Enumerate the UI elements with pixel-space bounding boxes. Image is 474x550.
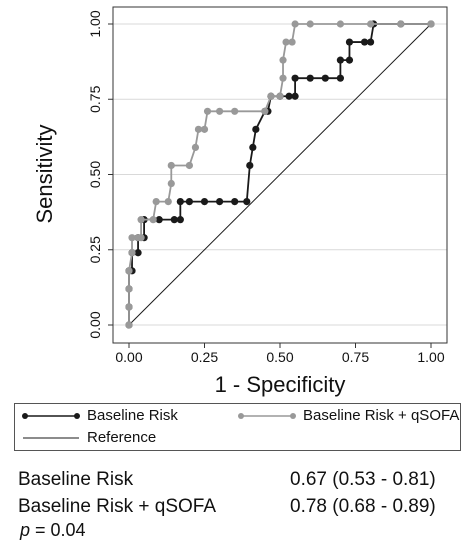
data-point bbox=[360, 38, 369, 46]
data-point bbox=[216, 107, 224, 115]
legend-label-baseline: Baseline Risk bbox=[87, 407, 178, 424]
y-tick-label: 0.25 bbox=[87, 236, 103, 263]
data-point bbox=[185, 161, 193, 170]
data-point bbox=[149, 216, 157, 224]
stat-row-baseline: Baseline Risk 0.67 (0.53 - 0.81) bbox=[18, 466, 458, 493]
data-point bbox=[306, 20, 314, 28]
data-point bbox=[249, 143, 257, 152]
data-point bbox=[279, 56, 287, 64]
data-point bbox=[285, 92, 293, 100]
x-axis-label: 1 - Specificity bbox=[215, 372, 346, 397]
data-point bbox=[231, 197, 239, 206]
data-point bbox=[267, 92, 275, 100]
legend-item-baseline: Baseline Risk bbox=[21, 407, 178, 424]
data-point bbox=[291, 20, 299, 28]
legend-label-qsofa: Baseline Risk + qSOFA bbox=[303, 407, 460, 424]
data-point bbox=[345, 56, 354, 64]
data-point bbox=[246, 161, 254, 170]
data-point bbox=[306, 74, 314, 82]
y-axis-label: Sensitivity bbox=[32, 124, 57, 223]
auc-stats: Baseline Risk 0.67 (0.53 - 0.81) Baselin… bbox=[18, 466, 458, 520]
data-point bbox=[200, 197, 209, 206]
legend-item-reference: Reference bbox=[21, 429, 156, 446]
data-point bbox=[231, 107, 239, 115]
data-point bbox=[291, 74, 299, 82]
data-point bbox=[291, 92, 299, 100]
x-tick-label: 0.00 bbox=[115, 349, 142, 365]
data-point bbox=[137, 216, 145, 224]
data-point bbox=[345, 38, 354, 46]
data-point bbox=[397, 20, 405, 28]
legend-item-qsofa: Baseline Risk + qSOFA bbox=[237, 407, 459, 424]
x-tick-label: 0.50 bbox=[266, 349, 293, 365]
series-line-0 bbox=[128, 23, 431, 325]
p-value-text: = 0.04 bbox=[30, 520, 86, 540]
data-point bbox=[243, 197, 251, 206]
data-point bbox=[167, 161, 175, 170]
y-tick-label: 0.00 bbox=[87, 311, 103, 338]
stat-value: 0.67 (0.53 - 0.81) bbox=[290, 469, 436, 490]
data-point bbox=[203, 107, 212, 115]
data-point bbox=[164, 197, 172, 206]
roc-chart: 0.00 0.25 0.50 0.75 1.00 0.00 0.25 0.50 0.75 1.00… bbox=[32, 6, 448, 397]
data-point bbox=[279, 74, 287, 82]
data-point bbox=[367, 20, 375, 28]
data-point bbox=[191, 143, 200, 152]
data-point bbox=[367, 38, 375, 46]
series-layer bbox=[125, 20, 435, 329]
legend: Baseline Risk Baseline Risk + qSOFA Refe… bbox=[14, 403, 461, 451]
p-value: p = 0.04 bbox=[20, 520, 86, 541]
data-point bbox=[194, 125, 203, 133]
data-point bbox=[252, 125, 260, 133]
legend-line-dot-icon bbox=[238, 412, 296, 419]
x-tick-label: 0.25 bbox=[191, 349, 218, 365]
data-point bbox=[216, 197, 224, 206]
data-point bbox=[125, 267, 133, 275]
data-point bbox=[427, 20, 435, 28]
data-point bbox=[170, 216, 178, 224]
axes: 0.00 0.25 0.50 0.75 1.00 0.00 0.25 0.50 0.75 1.00 bbox=[87, 6, 448, 365]
data-point bbox=[152, 197, 160, 206]
data-point bbox=[336, 56, 344, 64]
x-tick-label: 0.75 bbox=[342, 349, 369, 365]
data-point bbox=[336, 74, 344, 82]
data-point bbox=[176, 216, 184, 224]
data-point bbox=[288, 38, 296, 46]
data-point bbox=[128, 249, 136, 257]
x-tick-label: 1.00 bbox=[417, 349, 444, 365]
data-point bbox=[134, 249, 142, 257]
p-symbol: p bbox=[20, 520, 31, 540]
data-point bbox=[137, 234, 145, 242]
data-point bbox=[185, 197, 193, 206]
data-point bbox=[128, 234, 136, 242]
stat-label: Baseline Risk bbox=[18, 469, 134, 490]
legend-line-icon bbox=[23, 437, 79, 438]
data-point bbox=[155, 216, 163, 224]
legend-line-dot-icon bbox=[22, 412, 80, 419]
data-point bbox=[125, 285, 133, 293]
stat-row-qsofa: Baseline Risk + qSOFA 0.78 (0.68 - 0.89) bbox=[18, 493, 458, 520]
data-point bbox=[176, 197, 184, 206]
y-tick-label: 0.50 bbox=[87, 161, 103, 188]
data-point bbox=[125, 321, 133, 329]
legend-label-reference: Reference bbox=[87, 429, 157, 446]
stat-label: Baseline Risk + qSOFA bbox=[18, 496, 217, 517]
y-tick-label: 0.75 bbox=[87, 85, 103, 112]
data-point bbox=[321, 74, 329, 82]
data-point bbox=[336, 20, 344, 28]
stat-value: 0.78 (0.68 - 0.89) bbox=[290, 496, 436, 517]
data-point bbox=[276, 92, 284, 100]
series-line-2 bbox=[128, 23, 432, 326]
y-tick-label: 1.00 bbox=[87, 10, 103, 37]
data-point bbox=[167, 179, 175, 188]
data-point bbox=[200, 125, 209, 133]
data-point bbox=[261, 107, 269, 115]
data-point bbox=[125, 303, 133, 311]
data-point bbox=[282, 38, 290, 46]
